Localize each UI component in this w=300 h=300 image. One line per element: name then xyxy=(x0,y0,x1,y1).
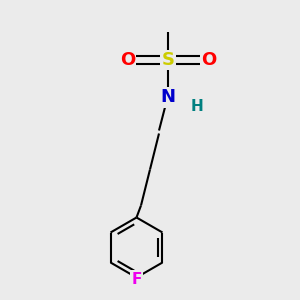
Text: S: S xyxy=(161,51,175,69)
Text: O: O xyxy=(120,51,135,69)
Text: F: F xyxy=(131,272,142,286)
Text: H: H xyxy=(190,99,203,114)
Text: O: O xyxy=(201,51,216,69)
Text: N: N xyxy=(160,88,175,106)
